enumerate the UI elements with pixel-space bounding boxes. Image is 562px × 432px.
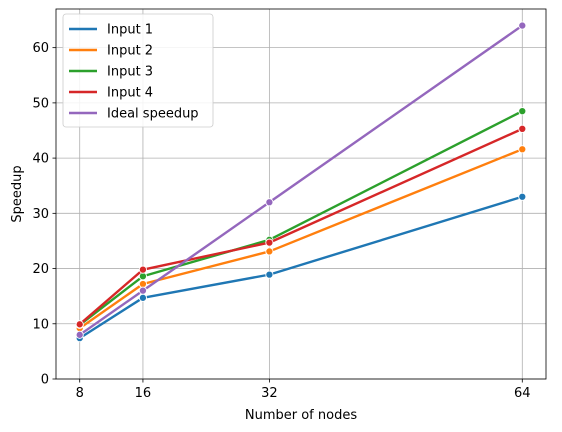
x-tick-label: 32 [261, 386, 278, 401]
series-line [78, 195, 524, 340]
y-axis-label: Speedup [10, 165, 25, 222]
legend-item: Ideal speedup [69, 107, 199, 122]
data-point [138, 286, 147, 295]
legend-item: Input 3 [69, 65, 153, 80]
y-tick-label: 50 [32, 96, 49, 111]
data-point [75, 320, 84, 329]
x-tick-label: 16 [135, 386, 152, 401]
legend-box [62, 13, 214, 128]
data-point [518, 192, 527, 201]
legend-label: Input 4 [107, 86, 153, 101]
axis-layer: 8 16 32 64 0 10 20 30 40 50 60 [32, 41, 530, 401]
legend: Input 1 Input 2 Input 3 Input 4 Ideal speedu… [62, 13, 214, 128]
data-point [518, 107, 527, 116]
data-point [138, 272, 147, 281]
data-point [518, 21, 527, 30]
series-input-4 [75, 124, 527, 329]
x-tick-label: 8 [76, 386, 84, 401]
data-point [518, 124, 527, 133]
y-tick-label: 30 [32, 207, 49, 222]
data-point [265, 270, 274, 279]
data-point [265, 198, 274, 207]
legend-item: Input 1 [69, 23, 153, 38]
data-point [75, 330, 84, 339]
data-point [138, 265, 147, 274]
series-line [78, 127, 524, 327]
data-point [138, 293, 147, 302]
series-input-2 [75, 145, 527, 333]
plot-frame [55, 8, 547, 380]
data-point [265, 247, 274, 256]
series-line [78, 147, 524, 330]
y-tick-label: 20 [32, 262, 49, 277]
series-ideal-speedup [75, 21, 527, 339]
y-tick-label: 60 [32, 41, 49, 56]
y-tick-label: 10 [32, 317, 49, 332]
series-line [78, 109, 524, 327]
data-point [518, 145, 527, 154]
legend-label: Input 1 [107, 23, 153, 38]
legend-item: Input 2 [69, 44, 153, 59]
x-tick-label: 64 [514, 386, 531, 401]
y-tick-label: 0 [41, 373, 49, 388]
legend-label: Input 3 [107, 65, 153, 80]
legend-label: Ideal speedup [107, 107, 199, 122]
series-layer [75, 21, 527, 343]
data-point [138, 279, 147, 289]
x-axis-label: Number of nodes [245, 408, 357, 423]
series-line [78, 23, 524, 337]
legend-label: Input 2 [107, 44, 153, 59]
data-point [265, 238, 274, 247]
legend-item: Input 4 [69, 86, 153, 101]
y-tick-label: 40 [32, 152, 49, 167]
